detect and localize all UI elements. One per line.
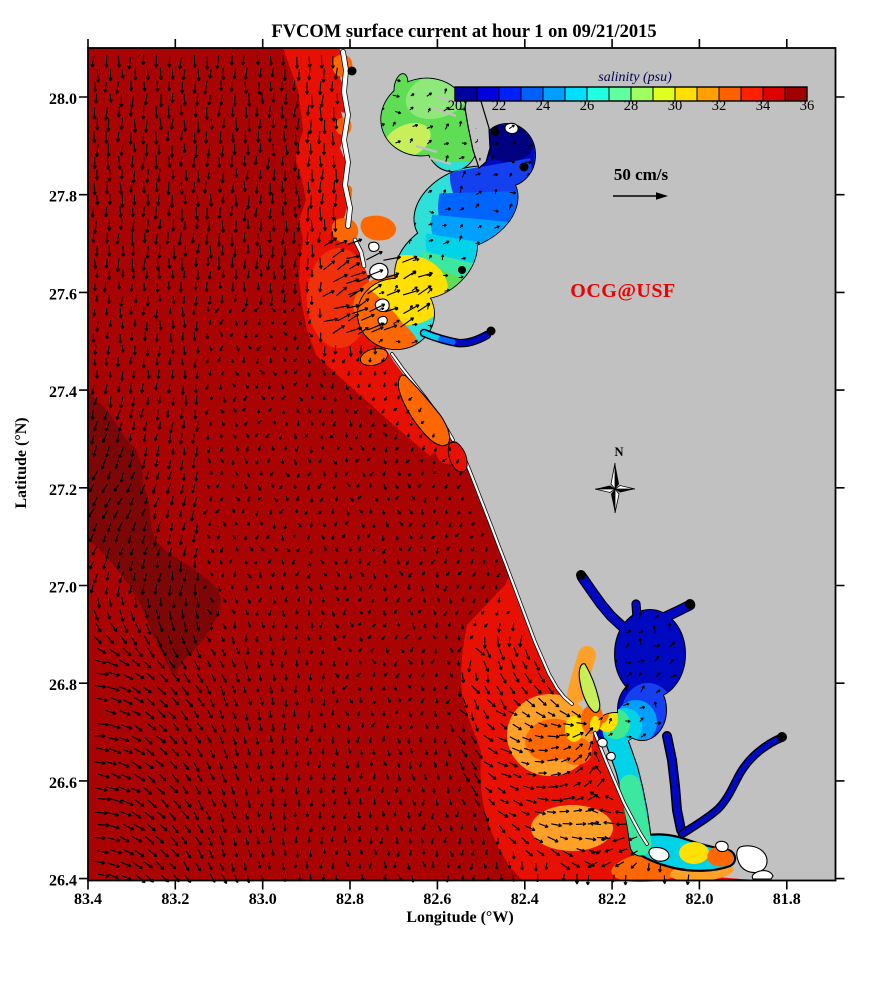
svg-text:32: 32 [712, 98, 727, 114]
svg-text:27.0: 27.0 [49, 580, 77, 597]
svg-text:26.8: 26.8 [49, 677, 77, 694]
svg-text:30: 30 [668, 98, 683, 114]
svg-text:N: N [614, 445, 623, 459]
svg-text:27.6: 27.6 [49, 286, 77, 303]
svg-text:27.8: 27.8 [49, 189, 77, 206]
svg-text:83.4: 83.4 [74, 891, 102, 908]
svg-text:82.2: 82.2 [598, 891, 626, 908]
svg-text:50 cm/s: 50 cm/s [614, 165, 669, 184]
svg-text:36: 36 [800, 98, 815, 114]
svg-text:26: 26 [580, 98, 595, 114]
svg-text:FVCOM surface current at hour: FVCOM surface current at hour 1 on 09/21… [271, 22, 656, 42]
svg-text:OCG@USF: OCG@USF [570, 280, 675, 302]
svg-text:83.0: 83.0 [249, 891, 277, 908]
svg-text:83.2: 83.2 [161, 891, 189, 908]
svg-text:26.4: 26.4 [49, 873, 77, 890]
svg-text:salinity (psu): salinity (psu) [598, 70, 672, 85]
svg-text:22: 22 [492, 98, 507, 114]
svg-text:28.0: 28.0 [49, 91, 77, 108]
svg-text:26.6: 26.6 [49, 775, 77, 792]
svg-text:24: 24 [536, 98, 551, 114]
svg-text:20: 20 [448, 98, 463, 114]
svg-text:34: 34 [756, 98, 771, 114]
svg-text:27.2: 27.2 [49, 482, 77, 499]
svg-text:82.6: 82.6 [423, 891, 451, 908]
svg-text:82.0: 82.0 [685, 891, 713, 908]
svg-text:81.8: 81.8 [773, 891, 801, 908]
svg-text:Latitude (°N): Latitude (°N) [13, 417, 30, 508]
svg-text:82.8: 82.8 [336, 891, 364, 908]
svg-text:Longitude (°W): Longitude (°W) [406, 909, 513, 926]
svg-text:27.4: 27.4 [49, 384, 77, 401]
svg-text:82.4: 82.4 [511, 891, 539, 908]
svg-text:28: 28 [624, 98, 639, 114]
